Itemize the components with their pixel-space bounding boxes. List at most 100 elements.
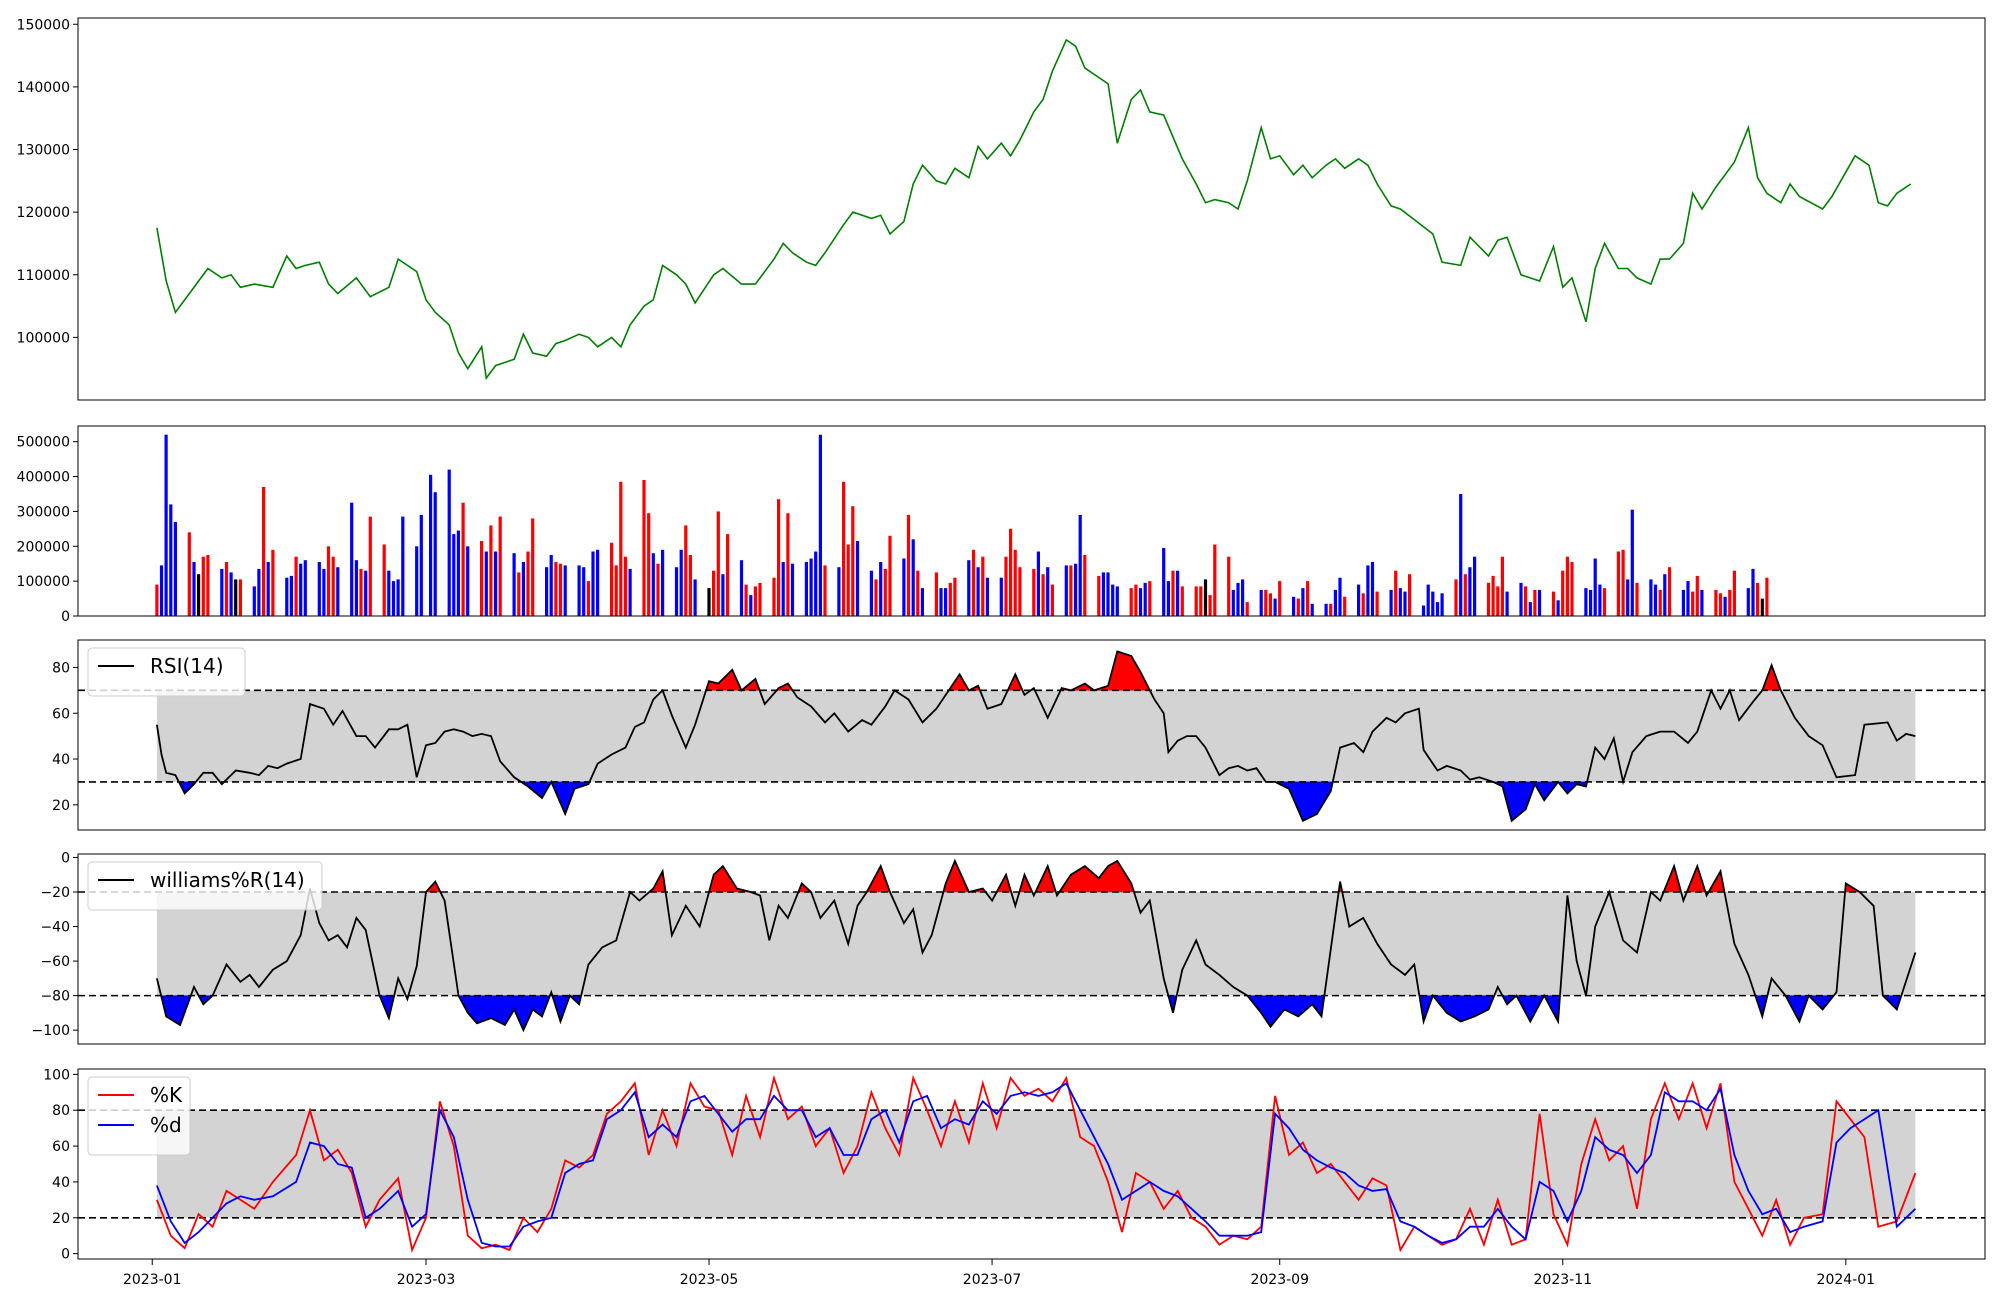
volume-bar <box>1036 551 1040 616</box>
volume-bar <box>387 570 391 616</box>
volume-bar <box>1264 589 1268 616</box>
volume-bar <box>452 534 456 616</box>
volume-bar <box>1403 591 1407 616</box>
volume-bar <box>1236 582 1240 616</box>
volume-bar <box>1584 588 1588 616</box>
volume-bar <box>1473 556 1477 616</box>
volume-bar <box>1533 589 1537 616</box>
volume-bar <box>1649 579 1653 616</box>
volume-bar <box>545 567 549 616</box>
volume-bar <box>1426 584 1430 616</box>
volume-bar <box>484 551 488 616</box>
volume-bar <box>971 549 976 616</box>
volume-bar <box>201 556 205 616</box>
volume-bar <box>234 579 238 616</box>
volume-bar <box>1129 588 1133 616</box>
volume-bar <box>1013 549 1017 616</box>
y-tick-label: −20 <box>40 885 70 901</box>
volume-bar <box>1440 593 1444 616</box>
x-tick-label: 2023-11 <box>1534 1272 1593 1288</box>
volume-bar <box>415 546 419 616</box>
volume-bar <box>1486 582 1491 616</box>
volume-bar <box>1561 570 1565 616</box>
y-tick-label: 80 <box>52 1103 70 1119</box>
volume-bar <box>1208 595 1212 616</box>
volume-bar <box>610 542 614 616</box>
volume-bar <box>1083 555 1087 616</box>
volume-bar <box>1454 579 1458 616</box>
axes-frame <box>77 17 1986 401</box>
volume-bar <box>1296 598 1300 616</box>
volume-bar <box>1231 589 1235 616</box>
volume-bar <box>1162 548 1166 616</box>
volume-bar <box>220 568 224 616</box>
volume-bar <box>614 565 618 616</box>
volume-bar <box>1180 586 1184 616</box>
y-tick-label: 60 <box>52 1139 70 1155</box>
volume-bar <box>531 518 535 616</box>
volume-bar <box>619 481 623 616</box>
volume-bar <box>846 544 850 616</box>
volume-bar <box>851 506 855 616</box>
volume-bar <box>661 549 665 616</box>
volume-bar <box>303 560 307 616</box>
volume-bar <box>164 434 168 616</box>
volume-bar <box>1459 494 1463 616</box>
legend-label: williams%R(14) <box>150 868 305 892</box>
y-tick-label: 40 <box>52 752 70 768</box>
volume-bar <box>939 588 943 616</box>
volume-bar <box>1148 581 1152 616</box>
volume-bar <box>790 563 795 616</box>
volume-bar <box>489 525 493 616</box>
volume-bar <box>1500 556 1504 616</box>
volume-bar <box>1718 593 1723 616</box>
y-tick-label: 100000 <box>17 574 70 590</box>
axes-frame <box>77 425 1986 617</box>
volume-bar <box>1134 584 1138 616</box>
volume-bar <box>577 565 581 616</box>
volume-bar <box>1245 602 1249 616</box>
y-tick-label: 110000 <box>17 268 70 284</box>
volume-bar <box>271 549 275 616</box>
volume-bar <box>707 588 711 616</box>
volume-bar <box>262 487 266 616</box>
y-tick-label: 500000 <box>17 435 70 451</box>
volume-bar <box>1658 589 1662 616</box>
volume-bar <box>1621 549 1625 616</box>
volume-bar <box>1408 574 1412 616</box>
volume-bar <box>197 574 201 616</box>
volume-bar <box>642 480 646 616</box>
volume-bar <box>1203 579 1208 616</box>
volume-bar <box>1593 558 1597 616</box>
neutral-band <box>156 690 1916 782</box>
neutral-band <box>156 892 1916 996</box>
volume-bar <box>1004 556 1008 616</box>
volume-bar <box>688 555 692 616</box>
volume-bar <box>1343 596 1347 616</box>
volume-bar <box>1398 588 1402 616</box>
volume-bar <box>1306 581 1310 616</box>
volume-bar <box>299 563 303 616</box>
y-tick-label: −100 <box>32 1023 70 1039</box>
y-tick-label: 300000 <box>17 504 70 520</box>
volume-bar <box>656 563 660 616</box>
volume-bar <box>777 499 781 616</box>
volume-bar <box>1166 581 1170 616</box>
volume-bar <box>1032 568 1036 616</box>
volume-bar <box>726 534 730 616</box>
volume-bar <box>883 568 887 616</box>
volume-bar <box>888 535 892 616</box>
rsi-line <box>156 650 1916 823</box>
volume-bar <box>679 549 683 616</box>
volume-bar <box>1667 567 1672 616</box>
volume-bar <box>1268 593 1272 616</box>
volume-bar <box>456 530 460 616</box>
volume-bar <box>586 581 590 616</box>
volume-bar <box>1111 584 1115 616</box>
volume-bar <box>429 474 433 616</box>
volume-bar <box>582 567 586 616</box>
volume-bar <box>781 562 785 616</box>
volume-bar <box>647 513 651 616</box>
price-panel: 100000 110000 120000 130000 140000 150000 <box>17 17 1986 401</box>
